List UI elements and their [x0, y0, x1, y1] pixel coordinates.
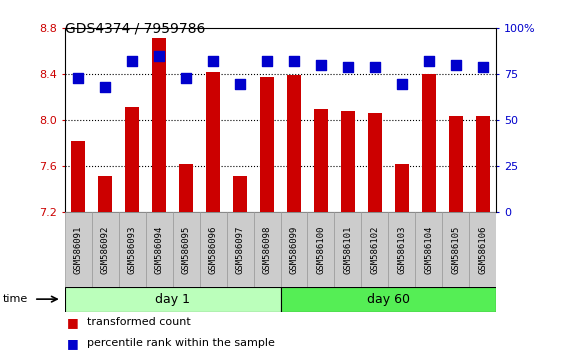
Point	[263, 59, 272, 64]
Text: percentile rank within the sample: percentile rank within the sample	[87, 338, 275, 348]
Bar	[145, 212, 173, 287]
Bar	[470, 212, 496, 287]
Point	[154, 53, 163, 59]
Point	[127, 59, 136, 64]
Point	[100, 84, 109, 90]
Point	[398, 81, 407, 86]
Text: GSM586101: GSM586101	[343, 225, 352, 274]
Text: GSM586097: GSM586097	[236, 225, 245, 274]
Bar	[65, 287, 280, 312]
Point	[370, 64, 379, 70]
Text: transformed count: transformed count	[87, 317, 191, 327]
Bar	[476, 116, 490, 212]
Point	[452, 62, 461, 68]
Point	[425, 59, 434, 64]
Bar	[307, 212, 334, 287]
Text: GSM586105: GSM586105	[452, 225, 461, 274]
Bar	[443, 212, 470, 287]
Text: GSM586099: GSM586099	[289, 225, 298, 274]
Text: GSM586095: GSM586095	[182, 225, 191, 274]
Bar	[151, 38, 167, 212]
Bar	[71, 141, 85, 212]
Bar	[227, 212, 254, 287]
Bar	[367, 113, 383, 212]
Bar	[416, 212, 443, 287]
Text: day 60: day 60	[367, 293, 410, 306]
Point	[343, 64, 352, 70]
Text: GSM586092: GSM586092	[100, 225, 109, 274]
Bar	[98, 176, 112, 212]
Bar	[314, 109, 328, 212]
Text: time: time	[3, 294, 28, 304]
Bar	[341, 111, 356, 212]
Bar	[233, 176, 247, 212]
Bar	[91, 212, 118, 287]
Point	[289, 59, 298, 64]
Point	[209, 59, 218, 64]
Bar	[280, 287, 496, 312]
Bar	[260, 76, 274, 212]
Text: ■: ■	[67, 316, 79, 329]
Text: GSM586106: GSM586106	[479, 225, 488, 274]
Bar	[280, 212, 307, 287]
Bar	[361, 212, 388, 287]
Bar	[254, 212, 280, 287]
Text: ■: ■	[67, 337, 79, 350]
Bar	[125, 107, 140, 212]
Bar	[394, 164, 410, 212]
Text: GSM586102: GSM586102	[370, 225, 379, 274]
Text: GDS4374 / 7959786: GDS4374 / 7959786	[65, 21, 205, 35]
Bar	[421, 74, 436, 212]
Text: GSM586096: GSM586096	[209, 225, 218, 274]
Point	[479, 64, 488, 70]
Text: GSM586093: GSM586093	[127, 225, 136, 274]
Point	[182, 75, 191, 81]
Bar	[178, 164, 194, 212]
Text: GSM586104: GSM586104	[425, 225, 434, 274]
Bar	[205, 72, 220, 212]
Bar	[449, 116, 463, 212]
Text: day 1: day 1	[155, 293, 190, 306]
Point	[316, 62, 325, 68]
Text: GSM586098: GSM586098	[263, 225, 272, 274]
Bar	[389, 212, 416, 287]
Point	[73, 75, 82, 81]
Bar	[334, 212, 361, 287]
Bar	[200, 212, 227, 287]
Bar	[287, 75, 301, 212]
Bar	[173, 212, 200, 287]
Text: GSM586094: GSM586094	[154, 225, 163, 274]
Text: GSM586091: GSM586091	[73, 225, 82, 274]
Text: GSM586100: GSM586100	[316, 225, 325, 274]
Bar	[118, 212, 145, 287]
Text: GSM586103: GSM586103	[398, 225, 407, 274]
Bar	[65, 212, 91, 287]
Point	[236, 81, 245, 86]
